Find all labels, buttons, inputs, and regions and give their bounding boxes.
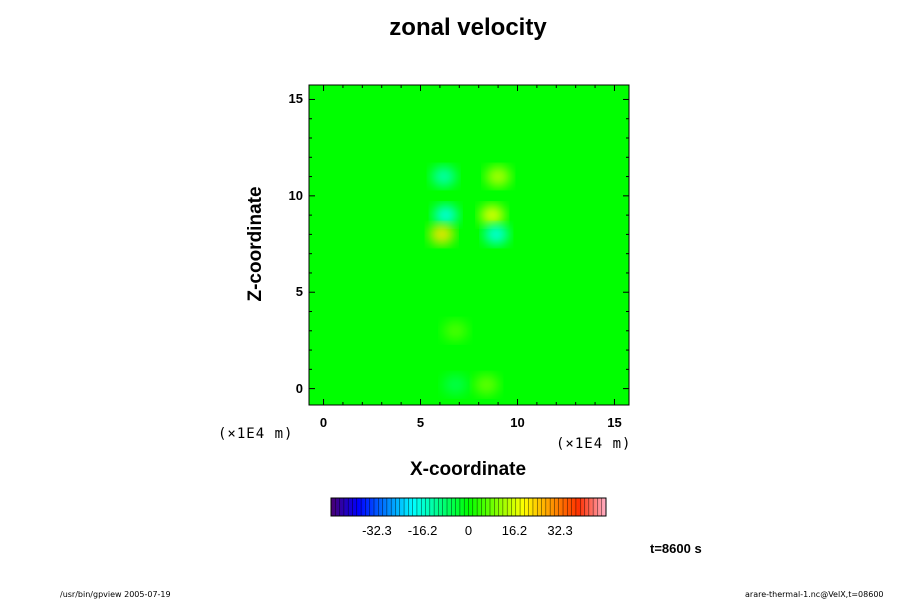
plot-background [309, 85, 629, 405]
field-feature [443, 320, 468, 341]
x-tick-label: 0 [319, 415, 328, 430]
x-tick-label: 15 [607, 415, 622, 430]
field-feature [485, 166, 511, 187]
plot-frame [308, 84, 630, 406]
x-unit-right: (×1E4 m) [556, 436, 632, 452]
field-feature [431, 166, 456, 187]
colorbar-tick-label: 32.3 [547, 523, 573, 538]
field-feature [474, 374, 499, 395]
field-feature [484, 224, 509, 245]
chart-title: zonal velocity [389, 14, 547, 41]
colorbar-tick-label: 0 [464, 523, 473, 538]
y-tick-label: 0 [295, 380, 303, 396]
colorbar-tick-label: 16.2 [501, 523, 528, 538]
field-feature [480, 205, 505, 226]
x-tick-label: 10 [510, 415, 525, 430]
y-tick-label: 5 [295, 284, 303, 300]
footer-left: /usr/bin/gpview 2005-07-19 [60, 590, 171, 599]
y-tick-label: 15 [288, 91, 303, 107]
footer-right: arare-thermal-1.nc@VelX,t=08600 [745, 590, 884, 599]
x-tick-label: 5 [416, 415, 425, 430]
x-unit-left: (×1E4 m) [218, 426, 294, 442]
y-tick-label: 10 [288, 187, 303, 203]
field-feature [433, 205, 458, 226]
colorbar-tick-label: -16.2 [407, 523, 438, 538]
field-feature [443, 374, 468, 395]
time-label: t=8600 s [650, 541, 702, 556]
x-axis-label: X-coordinate [409, 459, 527, 480]
field-feature [429, 224, 454, 245]
y-axis-label: Z-coordinate [245, 186, 266, 302]
colorbar-tick-label: -32.3 [362, 523, 392, 538]
